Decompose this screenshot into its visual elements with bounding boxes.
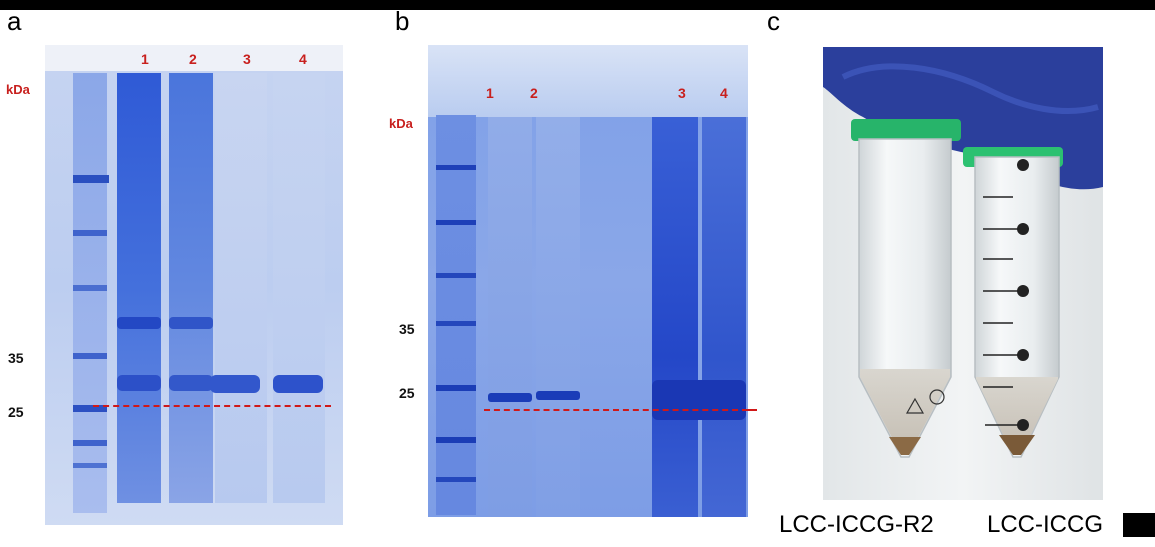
gel-b-ladder-lane	[436, 115, 476, 515]
panel-b-kda-label: kDa	[389, 116, 413, 131]
panel-a-marker-25: 25	[8, 404, 24, 420]
gel-b: 1 2 3 4	[428, 45, 748, 517]
caption-black-block	[1123, 513, 1155, 537]
ladder-band	[436, 477, 476, 482]
ladder-band	[73, 285, 107, 291]
gel-a-lane-4	[273, 73, 325, 503]
ladder-band	[73, 175, 109, 183]
gel-a-lane-3	[215, 73, 267, 503]
tube-2-pellet	[999, 435, 1035, 455]
ladder-band	[436, 437, 476, 443]
tube-2-graduations	[983, 196, 1019, 426]
gel-a-lane-label-1: 1	[141, 51, 149, 67]
gel-b-lane-label-4: 4	[720, 85, 728, 101]
dashed-reference-line	[484, 409, 748, 411]
gel-a-ladder-lane	[73, 73, 107, 513]
tube-1-cap	[851, 119, 961, 141]
tube-1-pellet	[889, 437, 921, 455]
recycle-icon	[905, 397, 925, 414]
glove-highlight	[841, 63, 1099, 115]
tube-photo	[823, 47, 1103, 500]
band	[488, 393, 532, 402]
ladder-band	[73, 463, 107, 468]
ladder-band	[73, 353, 107, 359]
band	[652, 380, 746, 420]
gel-a-lane-1	[117, 73, 161, 503]
band	[273, 375, 323, 393]
tube-caption-2: LCC-ICCG	[987, 511, 1104, 538]
band	[169, 317, 213, 329]
band	[117, 375, 161, 391]
panel-a-kda-label: kDa	[6, 82, 30, 97]
ladder-band	[436, 273, 476, 278]
tube-2-liquid	[976, 377, 1058, 455]
top-black-bar	[0, 0, 1155, 10]
band	[210, 375, 260, 393]
ladder-band	[436, 385, 476, 391]
ladder-band	[436, 220, 476, 225]
gel-b-lane-label-2: 2	[530, 85, 538, 101]
ladder-band	[436, 165, 476, 170]
gel-a-wells	[45, 45, 343, 71]
gel-a-lane-label-2: 2	[189, 51, 197, 67]
gel-b-lane-1	[488, 117, 532, 517]
dashed-reference-line	[93, 405, 331, 407]
panel-c-letter: c	[767, 6, 780, 36]
tube-2-graduation-dots	[1017, 159, 1029, 431]
panel-a-marker-35: 35	[8, 350, 24, 366]
tube-1-liquid	[860, 369, 950, 455]
recycle-badge-icon	[929, 389, 945, 405]
ladder-band	[73, 405, 107, 412]
tube-photo-drawing	[823, 47, 1103, 500]
panel-b-letter: b	[395, 6, 410, 36]
gel-a-lane-label-3: 3	[243, 51, 251, 67]
ladder-band	[73, 230, 107, 236]
ladder-band	[436, 321, 476, 326]
gel-b-lane-label-3: 3	[678, 85, 686, 101]
gel-b-lane-label-1: 1	[486, 85, 494, 101]
gel-a: 1 2 3 4	[45, 45, 343, 525]
band	[536, 391, 580, 400]
gel-b-lane-2	[536, 117, 580, 517]
dashed-reference-line-extension	[745, 409, 757, 411]
band	[169, 375, 213, 391]
panel-b-marker-35: 35	[399, 321, 415, 337]
band	[117, 317, 161, 329]
gel-a-lane-2	[169, 73, 213, 503]
gel-b-wells	[428, 45, 748, 117]
tube-caption-1: LCC-ICCG-R2	[779, 511, 934, 538]
gel-b-lane-4	[702, 117, 746, 517]
ladder-band	[73, 440, 107, 446]
panel-a-letter: a	[7, 6, 22, 36]
gel-b-lane-3	[652, 117, 698, 517]
panel-b-marker-25: 25	[399, 385, 415, 401]
gel-a-lane-label-4: 4	[299, 51, 307, 67]
